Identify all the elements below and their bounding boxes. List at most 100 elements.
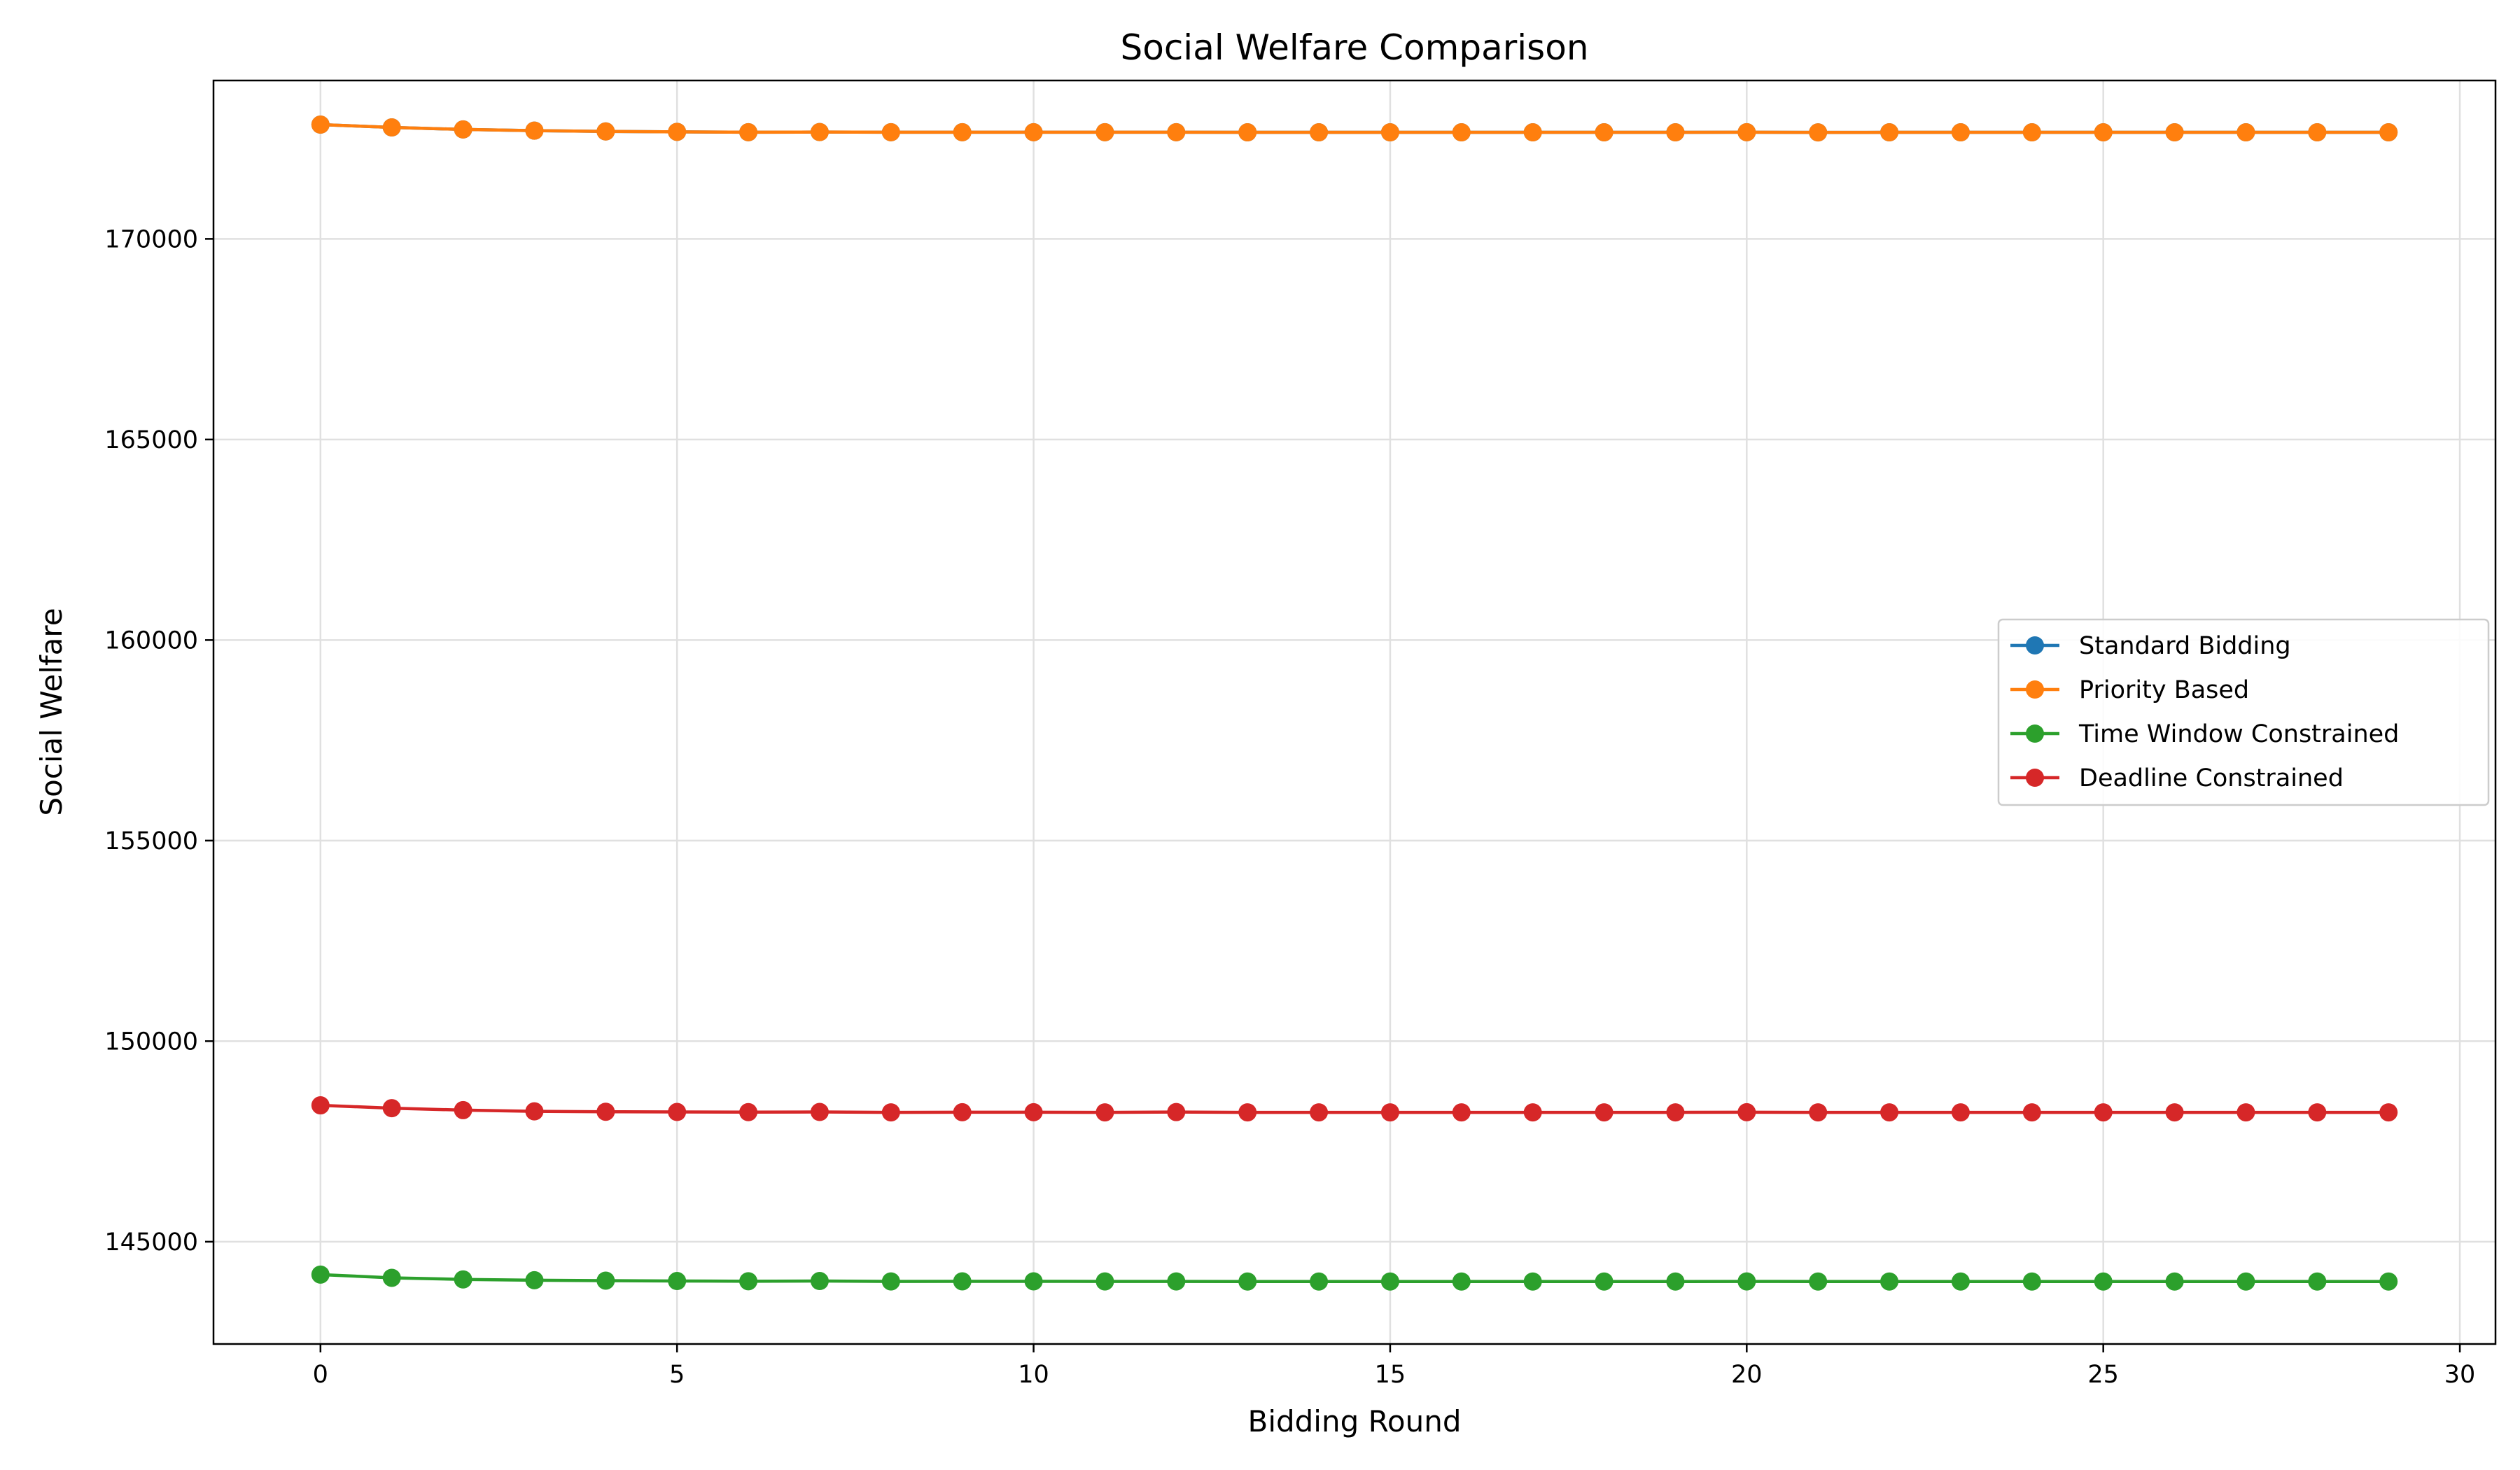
x-axis: 0 5 10 15 20 25 30: [313, 1344, 2476, 1389]
data-point: [1880, 123, 1899, 142]
y-tick-label: 150000: [104, 1028, 198, 1056]
x-tick-label: 5: [669, 1361, 685, 1389]
data-point: [953, 1102, 972, 1121]
data-point: [1595, 123, 1614, 142]
data-point: [953, 1272, 972, 1291]
data-point: [596, 122, 615, 141]
series-2: [311, 1265, 2398, 1291]
legend-label: Time Window Constrained: [2078, 720, 2399, 748]
data-point: [739, 1102, 758, 1121]
y-tick-label: 155000: [104, 827, 198, 855]
data-point: [1096, 1103, 1114, 1122]
data-point: [881, 1103, 900, 1122]
y-tick-label: 170000: [104, 225, 198, 253]
series-layer: [311, 115, 2398, 1291]
legend-swatch-marker: [2026, 636, 2044, 654]
series-line: [320, 1273, 2389, 1283]
y-tick-label: 165000: [104, 426, 198, 454]
data-point: [810, 122, 829, 141]
data-point: [2165, 1272, 2184, 1291]
data-point: [1238, 1103, 1257, 1122]
data-point: [2094, 123, 2113, 142]
data-point: [1809, 123, 1828, 142]
x-tick-label: 20: [1731, 1361, 1763, 1389]
x-tick-label: 10: [1018, 1361, 1049, 1389]
data-point: [2236, 123, 2255, 142]
data-point: [2022, 1272, 2041, 1291]
data-point: [2165, 1103, 2184, 1122]
legend-item: Deadline Constrained: [2010, 764, 2344, 792]
data-point: [1737, 122, 1756, 141]
data-point: [596, 1102, 615, 1121]
data-point: [1951, 1103, 1970, 1122]
y-tick-label: 160000: [104, 626, 198, 654]
data-point: [1024, 1272, 1043, 1291]
data-point: [2236, 1272, 2255, 1291]
legend-swatch-marker: [2026, 724, 2044, 743]
data-point: [1096, 1272, 1114, 1291]
data-point: [810, 1272, 829, 1291]
data-point: [454, 1270, 472, 1289]
data-point: [2308, 1272, 2327, 1291]
data-point: [382, 1268, 401, 1287]
data-point: [1238, 1272, 1257, 1291]
data-point: [525, 1102, 544, 1121]
data-point: [525, 1270, 544, 1289]
legend-item: Time Window Constrained: [2010, 720, 2399, 748]
data-point: [668, 1272, 687, 1291]
data-point: [2308, 1103, 2327, 1122]
y-tick-label: 145000: [104, 1228, 198, 1256]
data-point: [1523, 123, 1542, 142]
data-point: [1666, 1103, 1685, 1122]
data-point: [454, 120, 472, 139]
data-point: [1024, 1102, 1043, 1121]
data-point: [1737, 1272, 1756, 1291]
data-point: [382, 118, 401, 137]
data-point: [1880, 1272, 1899, 1291]
x-axis-label: Bidding Round: [1248, 1404, 1462, 1438]
data-point: [1024, 122, 1043, 141]
data-point: [881, 122, 900, 141]
data-point: [1380, 123, 1399, 142]
y-axis: 145000 150000 155000 160000 165000 170000: [104, 225, 214, 1256]
data-point: [311, 115, 330, 134]
data-point: [739, 1272, 758, 1291]
data-point: [810, 1102, 829, 1121]
series-1: [311, 115, 2398, 142]
data-point: [1310, 1103, 1329, 1122]
x-tick-label: 30: [2444, 1361, 2476, 1389]
data-point: [2094, 1103, 2113, 1122]
data-point: [1523, 1103, 1542, 1122]
data-point: [668, 1102, 687, 1121]
legend: Standard Bidding Priority Based Time Windo…: [1997, 618, 2490, 806]
data-point: [2022, 123, 2041, 142]
data-point: [1167, 1272, 1186, 1291]
data-point: [1666, 123, 1685, 142]
plot-frame: [212, 79, 2497, 1345]
data-point: [2308, 123, 2327, 142]
chart-title: Social Welfare Comparison: [1120, 27, 1588, 68]
data-point: [953, 122, 972, 141]
legend-item: Standard Bidding: [2010, 632, 2291, 660]
data-point: [596, 1271, 615, 1290]
data-point: [1452, 1272, 1471, 1291]
data-point: [1452, 1103, 1471, 1122]
legend-frame: [1997, 618, 2490, 806]
data-point: [1523, 1272, 1542, 1291]
data-point: [2022, 1103, 2041, 1122]
data-point: [1809, 1103, 1828, 1122]
data-point: [1951, 1272, 1970, 1291]
data-point: [1595, 1103, 1614, 1122]
data-point: [1167, 1102, 1186, 1121]
data-point: [1595, 1272, 1614, 1291]
data-point: [1238, 123, 1257, 142]
legend-label: Standard Bidding: [2079, 632, 2291, 660]
data-point: [1167, 122, 1186, 141]
data-point: [2379, 1272, 2398, 1291]
data-point: [311, 1265, 330, 1284]
series-line: [320, 1103, 2389, 1114]
data-point: [2165, 123, 2184, 142]
data-point: [1380, 1103, 1399, 1122]
data-point: [668, 122, 687, 141]
